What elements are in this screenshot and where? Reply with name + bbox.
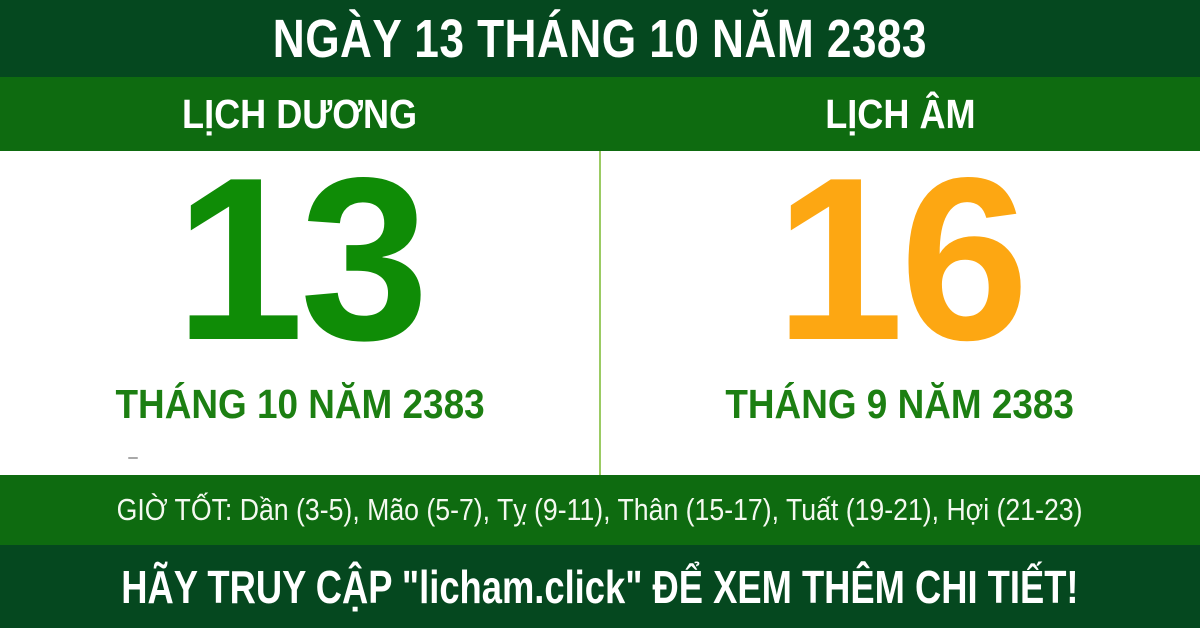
date-title-bar: NGÀY 13 THÁNG 10 NĂM 2383: [0, 0, 1200, 77]
lunar-header-label: LỊCH ÂM: [824, 90, 976, 137]
solar-header-label: LỊCH DƯƠNG: [182, 90, 418, 137]
solar-day-number: 13: [174, 130, 429, 389]
good-hours-text: GIỜ TỐT: Dần (3-5), Mão (5-7), Tỵ (9-11)…: [117, 492, 1083, 527]
lunar-header-cell: LỊCH ÂM: [600, 77, 1200, 151]
lunar-day-number: 16: [774, 130, 1029, 389]
footer-bar: HÃY TRUY CẬP "licham.click" ĐỂ XEM THÊM …: [0, 545, 1200, 628]
solar-month-year-label: THÁNG 10 NĂM 2383: [115, 381, 485, 427]
date-title: NGÀY 13 THÁNG 10 NĂM 2383: [272, 8, 928, 69]
small-dash-artifact: [128, 457, 138, 459]
footer-cta-text: HÃY TRUY CẬP "licham.click" ĐỂ XEM THÊM …: [121, 560, 1079, 613]
day-display-area: 13 THÁNG 10 NĂM 2383 16 THÁNG 9 NĂM 2383: [0, 130, 1200, 475]
good-hours-bar: GIỜ TỐT: Dần (3-5), Mão (5-7), Tỵ (9-11)…: [0, 475, 1200, 545]
solar-header-cell: LỊCH DƯƠNG: [0, 77, 600, 151]
lunar-panel: 16 THÁNG 9 NĂM 2383: [600, 130, 1200, 475]
column-divider: [599, 151, 601, 475]
solar-panel: 13 THÁNG 10 NĂM 2383: [0, 130, 600, 475]
calendar-type-header: LỊCH DƯƠNG LỊCH ÂM: [0, 77, 1200, 151]
lunar-month-year-label: THÁNG 9 NĂM 2383: [725, 381, 1075, 427]
